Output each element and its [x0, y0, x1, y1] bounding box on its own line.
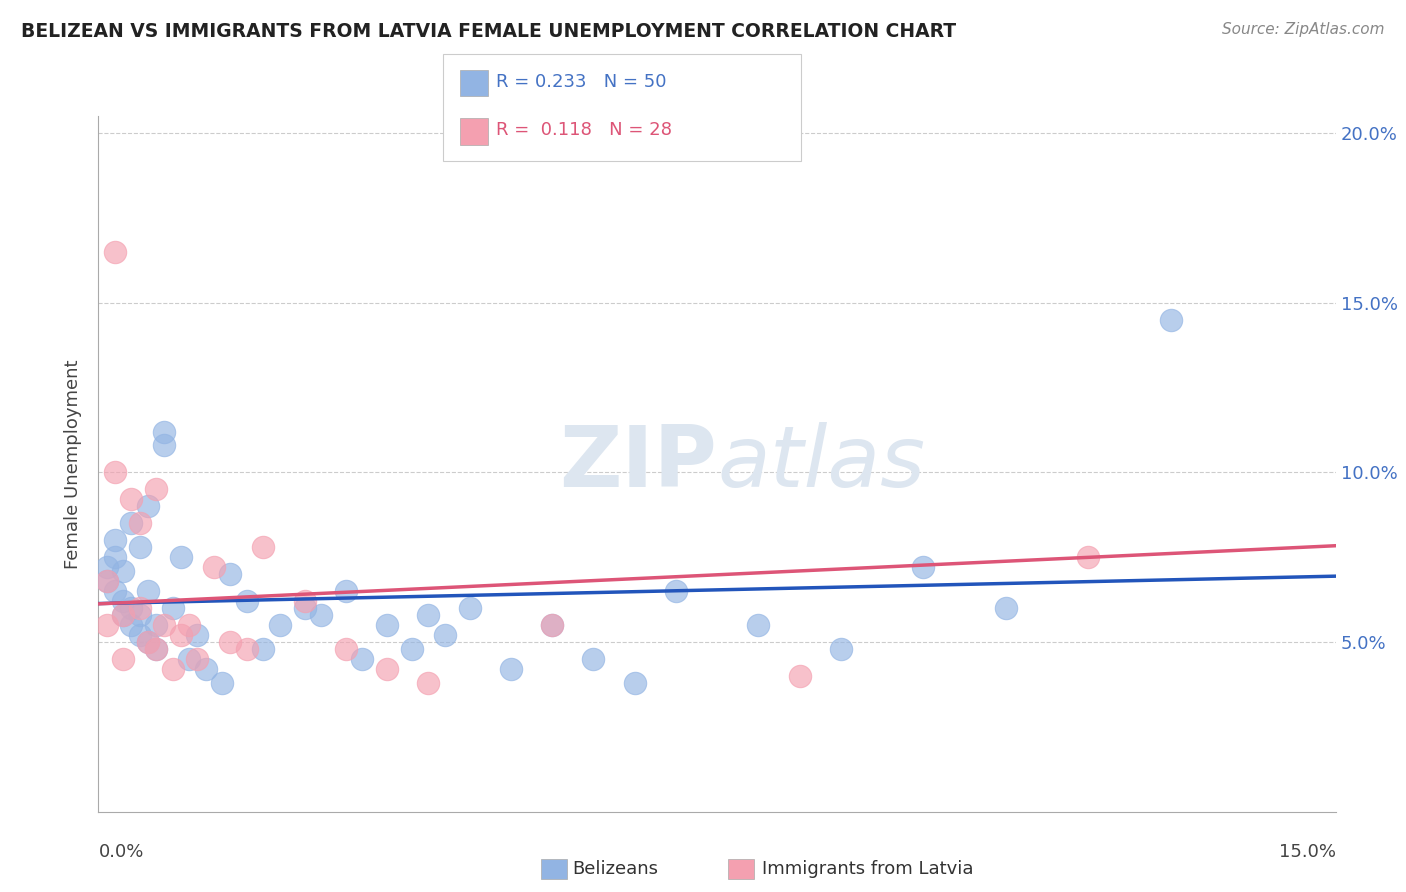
- Point: [252, 641, 274, 656]
- Point: [112, 652, 135, 666]
- Point: [912, 560, 935, 574]
- Point: [202, 560, 225, 574]
- Point: [120, 492, 142, 507]
- Point: [236, 594, 259, 608]
- Point: [136, 500, 159, 514]
- Point: [179, 618, 201, 632]
- Point: [170, 550, 193, 565]
- Point: [665, 584, 688, 599]
- Point: [112, 607, 135, 622]
- Point: [236, 641, 259, 656]
- Text: BELIZEAN VS IMMIGRANTS FROM LATVIA FEMALE UNEMPLOYMENT CORRELATION CHART: BELIZEAN VS IMMIGRANTS FROM LATVIA FEMAL…: [21, 22, 956, 41]
- Point: [582, 652, 605, 666]
- Text: ZIP: ZIP: [560, 422, 717, 506]
- Text: Belizeans: Belizeans: [572, 860, 658, 878]
- Point: [375, 662, 398, 676]
- Point: [120, 601, 142, 615]
- Point: [179, 652, 201, 666]
- Text: Source: ZipAtlas.com: Source: ZipAtlas.com: [1222, 22, 1385, 37]
- Point: [309, 607, 332, 622]
- Point: [541, 618, 564, 632]
- Point: [104, 550, 127, 565]
- Y-axis label: Female Unemployment: Female Unemployment: [65, 359, 83, 568]
- Point: [186, 652, 208, 666]
- Point: [145, 641, 167, 656]
- Point: [375, 618, 398, 632]
- Point: [994, 601, 1017, 615]
- Point: [623, 675, 645, 690]
- Point: [96, 560, 118, 574]
- Point: [128, 628, 150, 642]
- Point: [145, 618, 167, 632]
- Point: [104, 244, 127, 259]
- Point: [499, 662, 522, 676]
- Point: [120, 516, 142, 531]
- Point: [194, 662, 217, 676]
- Text: R = 0.233   N = 50: R = 0.233 N = 50: [496, 73, 666, 91]
- Text: R =  0.118   N = 28: R = 0.118 N = 28: [496, 121, 672, 139]
- Point: [335, 641, 357, 656]
- Point: [104, 584, 127, 599]
- Point: [294, 594, 316, 608]
- Point: [219, 635, 242, 649]
- Point: [458, 601, 481, 615]
- Point: [211, 675, 233, 690]
- Point: [162, 662, 184, 676]
- Point: [128, 607, 150, 622]
- Point: [112, 607, 135, 622]
- Point: [136, 635, 159, 649]
- Point: [153, 425, 176, 439]
- Point: [136, 635, 159, 649]
- Point: [104, 533, 127, 548]
- Point: [252, 540, 274, 554]
- Point: [747, 618, 769, 632]
- Point: [104, 466, 127, 480]
- Point: [145, 483, 167, 497]
- Point: [418, 607, 440, 622]
- Point: [128, 601, 150, 615]
- Point: [128, 516, 150, 531]
- Text: 15.0%: 15.0%: [1278, 843, 1336, 861]
- Point: [294, 601, 316, 615]
- Point: [352, 652, 374, 666]
- Point: [186, 628, 208, 642]
- Point: [120, 618, 142, 632]
- Point: [162, 601, 184, 615]
- Point: [541, 618, 564, 632]
- Point: [136, 584, 159, 599]
- Point: [789, 669, 811, 683]
- Text: Immigrants from Latvia: Immigrants from Latvia: [762, 860, 973, 878]
- Point: [112, 564, 135, 578]
- Point: [219, 567, 242, 582]
- Point: [145, 641, 167, 656]
- Point: [269, 618, 291, 632]
- Point: [1160, 312, 1182, 326]
- Point: [335, 584, 357, 599]
- Point: [153, 618, 176, 632]
- Text: 0.0%: 0.0%: [98, 843, 143, 861]
- Point: [418, 675, 440, 690]
- Point: [128, 540, 150, 554]
- Point: [96, 574, 118, 588]
- Text: atlas: atlas: [717, 422, 925, 506]
- Point: [112, 594, 135, 608]
- Point: [830, 641, 852, 656]
- Point: [170, 628, 193, 642]
- Point: [401, 641, 423, 656]
- Point: [96, 618, 118, 632]
- Point: [153, 438, 176, 452]
- Point: [433, 628, 456, 642]
- Point: [1077, 550, 1099, 565]
- Point: [96, 574, 118, 588]
